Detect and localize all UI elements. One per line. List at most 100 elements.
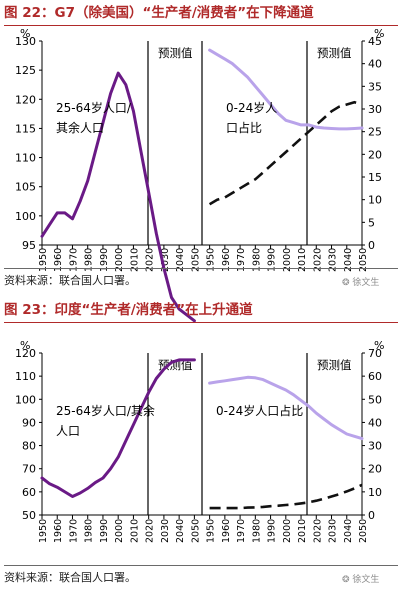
figure-22-source: 资料来源：联合国人口署。 [4,274,136,287]
x-axis-tick-label: 1960 [53,519,64,543]
left-axis-tick-label: 95 [22,239,36,252]
left-axis-tick-label: 80 [22,440,36,453]
x-axis-tick-label: 2000 [114,248,125,272]
series-label-youth-share: 0-24岁人口占比 [216,403,303,418]
figure-23-source-rule [4,565,398,566]
x-axis-tick-label: 2040 [175,519,186,543]
left-axis-unit: % [20,339,30,352]
x-axis-tick-label: 2010 [297,248,308,272]
chart-figure-22: 95 100 105 110 115 120 125 130% 0 5 10 15 20 25 30 35 40… [15,27,384,323]
series-label-ratio: 25-64岁人口/ [56,100,132,115]
x-axis-tick-label: 2000 [114,519,125,543]
left-axis-tick-label: 100 [15,210,36,223]
figure-23-title: 图 23：印度“生产者/消费者”在上升通道 [4,302,253,318]
x-axis-tick-label: 2010 [129,248,140,272]
watermark-icon: ❂ [342,278,353,288]
x-axis-tick-label: 1970 [68,248,79,272]
left-axis-tick-label: 110 [15,370,36,383]
x-axis-tick-label: 2050 [190,519,201,543]
x-axis-tick-label: 1980 [84,519,95,543]
series-line-dashed [209,483,363,510]
right-axis-tick-label: 30 [368,103,382,116]
watermark-logo: ❂ 徐文生 [342,572,379,585]
x-axis-tick-label: 1960 [53,248,64,272]
left-axis-tick-label: 120 [15,93,36,106]
left-axis-tick-label: 60 [22,486,36,499]
series-line-dashed [208,100,363,206]
right-axis-tick-label: 25 [368,126,382,139]
figure-23-source: 资料来源：联合国人口署。 [4,571,136,584]
right-axis-tick-label: 0 [368,239,375,252]
series-label-ratio: 人口 [56,424,80,438]
right-axis-tick-label: 60 [368,370,382,383]
left-axis-tick-label: 90 [22,416,36,429]
left-axis-tick-label: 100 [15,393,36,406]
right-axis-tick-label: 10 [368,486,382,499]
x-axis-tick-label: 1970 [236,248,247,272]
right-axis-tick-label: 45 [368,35,382,48]
forecast-label: 预测值 [158,46,193,60]
x-axis-tick-label: 2040 [343,519,354,543]
x-axis-tick-label: 1980 [251,519,262,543]
left-axis-tick-label: 50 [22,509,36,522]
right-axis-tick-label: 20 [368,463,382,476]
right-axis-tick-label: 70 [368,347,382,360]
x-axis-tick-label: 1970 [68,519,79,543]
watermark-logo: ❂ 徐文生 [342,275,379,288]
x-axis-tick-label: 1960 [221,519,232,543]
right-axis-tick-label: 15 [368,171,382,184]
x-axis-tick-label: 1950 [38,248,49,272]
series-label-youth-share: 0-24岁人 [226,100,277,115]
x-axis-tick-label: 2010 [129,519,140,543]
x-axis-tick-label: 2050 [358,248,369,272]
x-axis-tick-label: 1990 [267,519,278,543]
x-axis-tick-label: 2020 [312,519,323,543]
chart-figure-23: 5060708090100110120%010203040506070%1950… [15,339,384,543]
right-axis-tick-label: 5 [368,216,375,229]
x-axis-tick-label: 1980 [84,248,95,272]
forecast-label: 预测值 [317,46,352,60]
x-axis-tick-label: 2040 [343,248,354,272]
left-axis-tick-label: 70 [22,463,36,476]
series-line-ratio [40,358,196,498]
figure-23-title-rule [4,322,398,323]
right-axis-tick-label: 50 [368,393,382,406]
x-axis-tick-label: 2020 [145,248,156,272]
x-axis-tick-label: 2030 [328,519,339,543]
series-line-youth-share [208,48,364,131]
x-axis-tick-label: 1990 [99,519,110,543]
x-axis-tick-label: 1970 [236,519,247,543]
x-axis-tick-label: 1950 [38,519,49,543]
series-label-ratio: 25-64岁人口/其余 [56,403,155,418]
forecast-label: 预测值 [317,358,352,372]
right-axis-tick-label: 20 [368,148,382,161]
x-axis-tick-label: 2020 [312,248,323,272]
right-axis-unit: % [374,339,384,352]
x-axis-tick-label: 2000 [282,519,293,543]
x-axis-tick-label: 1980 [251,248,262,272]
series-label-ratio: 其余人口 [56,120,104,135]
x-axis-tick-label: 2050 [358,519,369,543]
x-axis-tick-label: 1990 [267,248,278,272]
right-axis-tick-label: 35 [368,80,382,93]
x-axis-tick-label: 1950 [206,519,217,543]
left-axis-unit: % [20,27,30,40]
series-line-youth-share [208,375,364,441]
left-axis-tick-label: 105 [15,181,36,194]
right-axis-tick-label: 30 [368,440,382,453]
x-axis-tick-label: 2020 [145,519,156,543]
right-axis-tick-label: 40 [368,416,382,429]
watermark-text: 徐文生 [352,575,380,585]
x-axis-tick-label: 2010 [297,519,308,543]
series-label-youth-share: 口占比 [226,120,262,135]
x-axis-tick-label: 2030 [160,519,171,543]
right-axis-unit: % [374,27,384,40]
x-axis-tick-label: 2030 [160,248,171,272]
figure-22-source-rule [4,268,398,269]
x-axis-tick-label: 2050 [190,248,201,272]
left-axis-tick-label: 120 [15,347,36,360]
left-axis-tick-label: 115 [15,122,36,135]
x-axis-tick-label: 1990 [99,248,110,272]
right-axis-tick-label: 40 [368,58,382,71]
right-axis-tick-label: 10 [368,194,382,207]
